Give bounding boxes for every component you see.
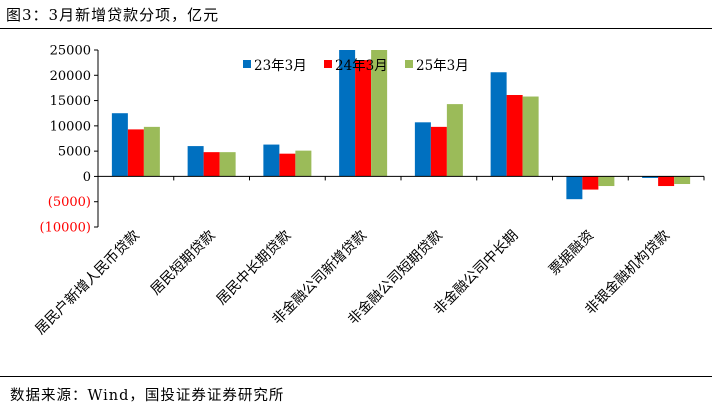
legend-swatch [243,60,251,68]
y-tick-label: 10000 [50,119,91,134]
bar [111,113,128,177]
bar [490,72,507,177]
bar [674,176,691,185]
x-tick-label: 居民短期贷款 [148,228,219,299]
bar [658,176,675,187]
y-tick-label: 0 [83,170,91,185]
bar [203,152,220,177]
chart-title: 图3：3月新增贷款分项，亿元 [6,6,220,24]
y-tick-label: 25000 [50,44,91,59]
bar [263,144,280,177]
bar [143,126,160,177]
bar [414,122,431,177]
x-tick-label: 非银金融机构贷款 [582,228,673,319]
bar [219,152,236,177]
bar [566,176,583,200]
x-tick-label: 居民中长期贷款 [214,228,295,309]
legend-label: 25年3月 [416,58,469,74]
bar [355,60,372,177]
bar-chart: (10000) (5000) 0 5000 10000 15000 20000 25000 居民… [32,44,705,338]
x-tick-label: 居民户新增人民币贷款 [32,227,143,338]
bar [339,50,356,177]
y-tick-label: (5000) [48,195,91,210]
y-tick-label: (10000) [40,221,92,236]
bar [127,129,144,177]
bar [642,176,659,178]
legend-label: 23年3月 [254,58,307,74]
bar [598,176,615,187]
bar [371,50,388,177]
y-tick-label: 15000 [50,94,91,109]
source-note: 数据来源：Wind，国投证券证券研究所 [10,388,285,404]
bar [295,150,312,177]
x-tick-label: 非金融公司中长期 [431,228,522,319]
bar [506,95,523,177]
legend-swatch [405,60,413,68]
bar [446,104,463,177]
bar [279,153,296,177]
y-tick-label: 5000 [58,145,91,160]
bar [187,146,204,177]
bar [522,96,539,177]
title-divider [0,28,712,29]
bar [430,126,447,177]
legend-label: 24年3月 [335,58,388,74]
y-tick-label: 20000 [50,69,91,84]
x-tick-label: 票据融资 [546,228,597,279]
source-divider [0,376,712,377]
legend-swatch [324,60,332,68]
bar [582,176,599,190]
